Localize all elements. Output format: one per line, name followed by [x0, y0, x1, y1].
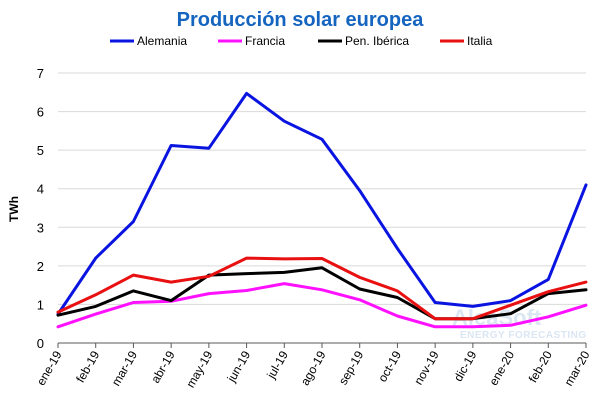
y-tick-label: 0 [37, 336, 44, 351]
y-axis-label: TWh [7, 196, 21, 222]
x-tick-label: nov-19 [411, 348, 442, 387]
chart-title: Producción solar europea [177, 9, 425, 31]
legend-label: Italia [467, 34, 493, 48]
x-tick-label: feb-19 [73, 348, 102, 385]
x-tick-label: ago-19 [298, 348, 329, 388]
y-tick-labels: 0 1 2 3 4 5 6 7 [37, 66, 44, 351]
y-tick-label: 1 [37, 297, 44, 312]
legend: Alemania Francia Pen. Ibérica Italia [110, 34, 493, 48]
x-tick-label: jun-19 [224, 348, 253, 385]
y-tick-label: 4 [37, 182, 44, 197]
legend-label: Alemania [137, 34, 187, 48]
y-tick-label: 7 [37, 66, 44, 81]
watermark-logo-subtext: ENERGY FORECASTING [460, 330, 587, 341]
x-tick-label: dic-19 [451, 348, 480, 384]
x-tick-label: ene-19 [34, 348, 65, 388]
y-tick-label: 5 [37, 143, 44, 158]
legend-label: Francia [245, 34, 285, 48]
axes [57, 342, 587, 348]
x-tick-label: feb-20 [526, 348, 555, 385]
grid [58, 72, 586, 305]
series-line-francia [56, 282, 588, 329]
x-tick-label: mar-19 [109, 348, 140, 388]
x-tick-label: abr-19 [148, 348, 178, 385]
x-tick-label: ene-20 [486, 348, 517, 388]
x-tick-label: may-19 [183, 348, 215, 390]
x-tick-labels: ene-19 feb-19 mar-19 abr-19 may-19 jun-19 jul-… [34, 348, 593, 390]
y-tick-label: 6 [37, 105, 44, 120]
series-line-alemania [56, 91, 588, 316]
x-tick-label: jul-19 [264, 348, 291, 382]
legend-label: Pen. Ibérica [345, 34, 409, 48]
series-line-italia [56, 256, 588, 321]
series-lines [56, 91, 588, 329]
y-tick-label: 3 [37, 220, 44, 235]
x-tick-label: sep-19 [336, 348, 367, 387]
x-tick-label: mar-20 [561, 348, 592, 388]
series-line-pen-ib-rica [56, 266, 588, 321]
y-tick-label: 2 [37, 259, 44, 274]
x-tick-label: oct-19 [375, 348, 404, 384]
